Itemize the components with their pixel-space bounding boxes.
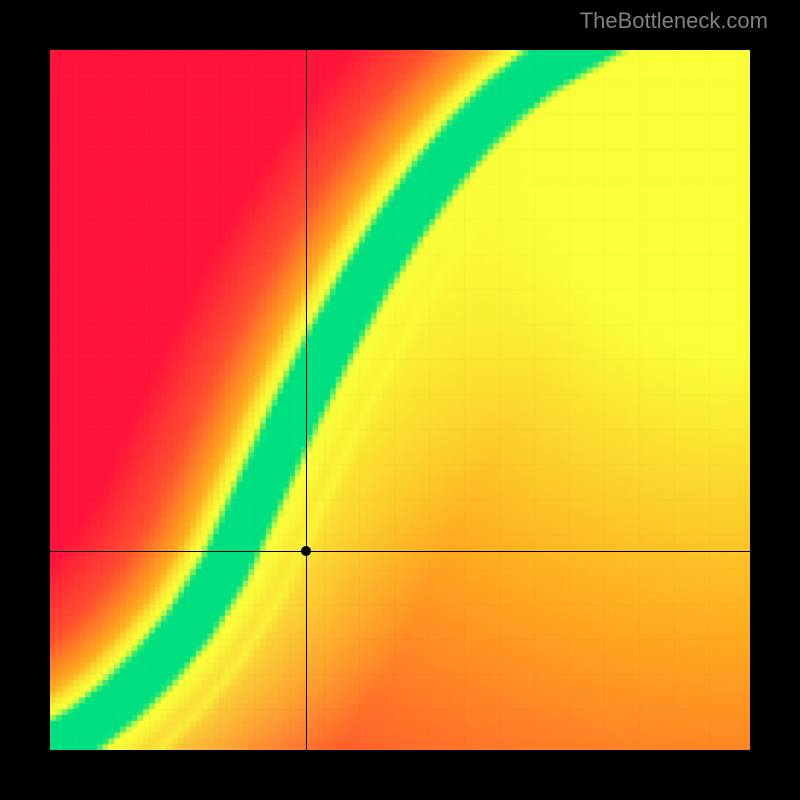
watermark-text: TheBottleneck.com	[580, 8, 768, 34]
crosshair-horizontal	[50, 551, 750, 552]
marker-point	[301, 546, 311, 556]
chart-container: TheBottleneck.com	[0, 0, 800, 800]
heatmap-plot	[50, 50, 750, 750]
crosshair-vertical	[306, 50, 307, 750]
heatmap-canvas	[50, 50, 750, 750]
